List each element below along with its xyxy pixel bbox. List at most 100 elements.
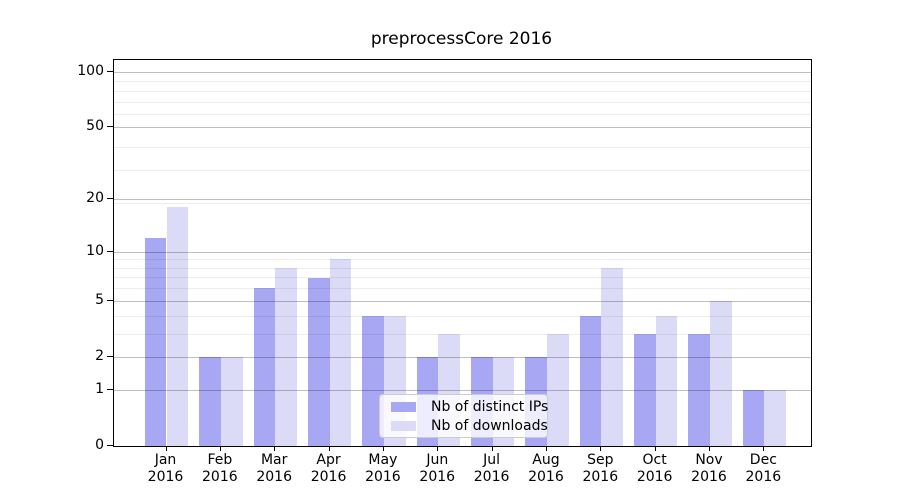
bar-distinct-ips-feb [199,356,221,446]
gridline-minor-69 [114,101,811,103]
xtick-year: 2016 [528,469,564,485]
bar-downloads-jan [166,207,189,446]
xtick-year: 2016 [473,469,510,485]
ytick-label-5: 5 [95,291,104,308]
gridline-minor-89 [114,81,811,83]
legend-swatch-distinct-ips [391,401,416,412]
gridline-minor-8 [114,267,811,269]
ytick-mark-100 [107,71,113,72]
ytick-mark-10 [107,250,113,252]
bar-distinct-ips-mar [253,288,276,446]
xtick-year: 2016 [419,469,456,485]
xtick-month: Apr [316,452,341,468]
chart-title: preprocessCore 2016 [370,29,553,49]
bar-downloads-oct [655,315,678,446]
gridline-major-2 [114,356,811,358]
xtick-mark-aug [545,446,547,451]
xtick-mark-apr [328,446,330,451]
xtick-label-apr: Apr 2016 [299,452,359,486]
gridline-minor-6 [114,288,811,290]
xtick-label-oct: Oct 2016 [625,452,685,486]
gridline-minor-3 [114,333,811,335]
xtick-month: Jul [483,452,501,468]
xtick-mark-may [382,446,384,451]
xtick-label-mar: Mar 2016 [244,452,304,486]
xtick-mark-jun [437,446,439,451]
ytick-mark-2 [107,355,113,357]
bar-downloads-nov [710,300,732,446]
xtick-year: 2016 [745,469,782,485]
gridline-major-5 [114,300,811,302]
ytick-mark-50 [107,126,113,128]
gridline-major-50 [114,127,811,129]
xtick-month: May [368,452,398,468]
bar-distinct-ips-oct [633,333,656,446]
bar-downloads-feb [220,356,243,446]
ytick-mark-1 [107,388,113,390]
xtick-year: 2016 [582,469,619,485]
xtick-year: 2016 [310,469,347,485]
plot-area: Nb of distinct IPs Nb of downloads [113,59,812,447]
bar-distinct-ips-nov [688,333,710,446]
bar-downloads-aug [546,333,569,446]
xtick-label-nov: Nov 2016 [679,452,739,486]
xtick-month: Jan [154,452,177,468]
legend-label-distinct-ips: Nb of distinct IPs [431,398,549,415]
bar-downloads-dec [764,389,787,446]
xtick-mark-oct [654,446,656,451]
xtick-label-aug: Aug 2016 [516,452,576,486]
bar-downloads-mar [275,267,297,446]
legend: Nb of distinct IPs Nb of downloads [379,394,548,438]
legend-row-downloads: Nb of downloads [386,416,548,435]
legend-row-distinct-ips: Nb of distinct IPs [386,397,548,416]
bar-distinct-ips-may [362,315,384,446]
xtick-label-jul: Jul 2016 [462,452,522,486]
gridline-major-10 [114,251,811,253]
xtick-label-jun: Jun 2016 [407,452,467,486]
gridline-minor-39 [114,147,811,149]
legend-label-downloads: Nb of downloads [431,417,548,434]
ytick-label-2: 2 [95,347,104,364]
ytick-label-100: 100 [77,63,104,79]
xtick-mark-feb [219,446,221,451]
ytick-label-20: 20 [86,190,104,207]
xtick-year: 2016 [202,469,238,485]
xtick-year: 2016 [147,469,184,485]
xtick-month: Jun [426,452,449,468]
xtick-mark-dec [763,446,765,451]
xtick-label-dec: Dec 2016 [733,452,793,486]
gridline-major-1 [114,389,811,391]
bar-distinct-ips-apr [307,277,330,446]
gridline-minor-7 [114,277,811,279]
xtick-year: 2016 [691,469,727,485]
xtick-month: Oct [642,452,667,468]
bar-distinct-ips-jan [144,238,167,446]
gridline-major-100 [114,72,811,73]
xtick-month: Feb [207,452,233,468]
xtick-label-jan: Jan 2016 [136,452,196,486]
bar-distinct-ips-dec [742,389,765,446]
ytick-label-0: 0 [95,437,104,453]
xtick-month: Nov [695,452,723,468]
legend-swatch-downloads [391,420,416,431]
ytick-mark-5 [107,299,113,301]
xtick-month: Sep [587,452,614,468]
xtick-year: 2016 [256,469,292,485]
xtick-mark-nov [709,446,710,451]
xtick-mark-jul [491,446,493,451]
gridline-minor-4 [114,315,811,317]
xtick-label-feb: Feb 2016 [190,452,250,486]
xtick-year: 2016 [365,469,401,485]
ytick-mark-0 [107,445,113,446]
xtick-month: Dec [749,452,777,468]
gridline-minor-29 [114,170,811,172]
gridline-minor-9 [114,259,811,261]
ytick-label-10: 10 [86,242,104,259]
xtick-mark-sep [600,446,602,451]
gridline-minor-79 [114,90,811,92]
gridline-major-20 [114,199,811,201]
xtick-mark-mar [274,446,276,451]
xtick-label-sep: Sep 2016 [570,452,630,486]
bar-downloads-apr [329,259,352,446]
